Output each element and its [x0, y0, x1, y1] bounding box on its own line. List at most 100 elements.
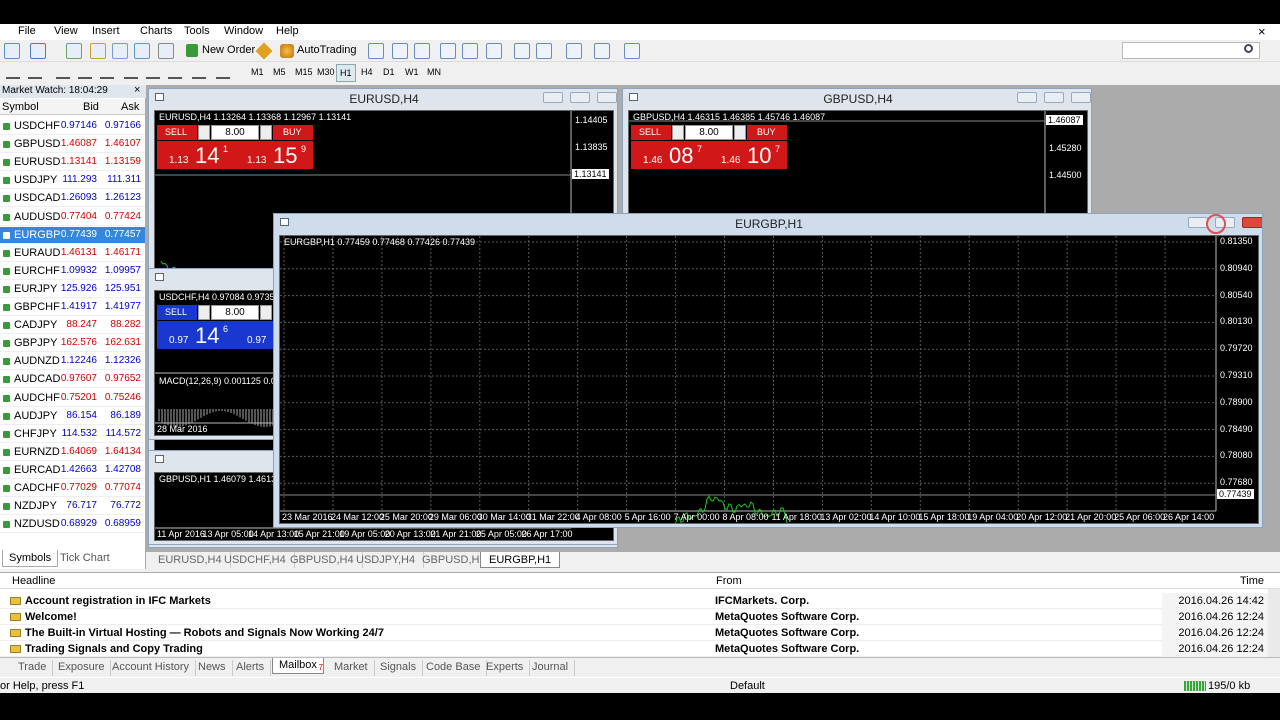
lot-arrow[interactable]	[260, 125, 272, 140]
timeframe-button[interactable]: MN	[427, 67, 441, 77]
toolbar-button[interactable]	[624, 43, 640, 59]
timeframe-button[interactable]: W1	[405, 67, 419, 77]
window-min-button[interactable]	[543, 92, 563, 103]
toolbar-button[interactable]	[368, 43, 384, 59]
market-row[interactable]: AUDUSD 0.77404 0.77424	[0, 209, 145, 226]
mail-row[interactable]: Account registration in IFC Markets IFCMa…	[0, 593, 1268, 609]
chart-tab[interactable]: GBPUSD,H4	[282, 552, 363, 568]
terminal-tab[interactable]: Signals	[374, 660, 424, 676]
bid-quote[interactable]: 1.46 08 7	[631, 141, 709, 169]
mail-row[interactable]: Trading Signals and Copy Trading MetaQuot…	[0, 641, 1268, 657]
window-max-button[interactable]	[570, 92, 590, 103]
terminal-tab[interactable]: Alerts	[230, 660, 272, 676]
toolbar-button[interactable]	[134, 43, 150, 59]
toolbar-button[interactable]	[192, 65, 206, 79]
toolbar-button[interactable]	[392, 43, 408, 59]
market-row[interactable]: CADJPY 88.247 88.282	[0, 317, 145, 335]
timeframe-button[interactable]: H4	[361, 67, 373, 77]
terminal-tab[interactable]: Code Base	[420, 660, 488, 676]
terminal-tab[interactable]: Exposure	[52, 660, 112, 676]
market-row[interactable]: USDCAD 1.26093 1.26123	[0, 190, 145, 208]
ask-quote[interactable]: 1.13 15 9	[235, 141, 313, 169]
timeframe-button[interactable]: M1	[251, 67, 264, 77]
toolbar-button[interactable]	[486, 43, 502, 59]
market-row[interactable]: EURCHF 1.09932 1.09957	[0, 263, 145, 280]
search-icon[interactable]	[1244, 44, 1253, 53]
timeframe-button[interactable]: M30	[317, 67, 335, 77]
toolbar-button[interactable]	[112, 43, 128, 59]
market-row[interactable]: AUDNZD 1.12246 1.12326	[0, 353, 145, 371]
window-min-button[interactable]	[1017, 92, 1037, 103]
terminal-tab[interactable]: Account History	[106, 660, 197, 676]
window-close[interactable]: ×	[1258, 24, 1266, 39]
market-row[interactable]: EURCAD 1.42663 1.42708	[0, 462, 145, 479]
toolbar-button[interactable]	[56, 65, 70, 79]
lot-arrow[interactable]	[198, 125, 210, 140]
autotrading-button[interactable]: AutoTrading	[297, 44, 357, 56]
terminal-tab[interactable]: News	[192, 660, 233, 676]
toolbar-button[interactable]	[124, 65, 138, 79]
menu-item[interactable]: File	[18, 25, 36, 37]
lot-size[interactable]: 8.00	[211, 305, 259, 320]
market-row[interactable]: EURNZD 1.64069 1.64134	[0, 444, 145, 461]
ask-quote[interactable]: 1.46 10 7	[709, 141, 787, 169]
timeframe-button[interactable]: D1	[383, 67, 395, 77]
menu-item[interactable]: View	[54, 25, 78, 37]
chart-tab[interactable]: EURUSD,H4	[150, 552, 231, 568]
toolbar-button[interactable]	[6, 65, 20, 79]
toolbar-button[interactable]	[4, 43, 20, 59]
market-row[interactable]: GBPCHF 1.41917 1.41977	[0, 299, 145, 316]
menu-item[interactable]: Window	[224, 25, 264, 37]
terminal-tab[interactable]: Journal	[526, 660, 576, 676]
terminal-tab[interactable]: Market	[328, 660, 375, 676]
timeframe-button[interactable]: H1	[336, 64, 356, 82]
terminal-tab[interactable]: Experts	[480, 660, 531, 676]
bid-quote[interactable]: 1.13 14 1	[157, 141, 235, 169]
market-row[interactable]: USDJPY 111.293 111.311	[0, 172, 145, 190]
bid-quote[interactable]: 0.97 14 6	[157, 321, 235, 349]
lot-size[interactable]: 8.00	[685, 125, 733, 140]
timeframe-button[interactable]: M15	[295, 67, 313, 77]
toolbar-button[interactable]	[536, 43, 552, 59]
toolbar-button[interactable]	[594, 43, 610, 59]
toolbar-button[interactable]	[28, 65, 42, 79]
window-min-button[interactable]	[1188, 217, 1208, 228]
window-close-button[interactable]	[597, 92, 617, 103]
toolbar-button[interactable]	[146, 65, 160, 79]
sell-button[interactable]: SELL	[157, 305, 197, 320]
panel-tab[interactable]: Tick Chart	[60, 552, 110, 564]
autotrading-icon[interactable]	[280, 44, 294, 58]
panel-tab[interactable]: Symbols	[2, 550, 59, 567]
buy-button[interactable]: BUY	[747, 125, 787, 140]
lot-arrow[interactable]	[260, 305, 272, 320]
lot-arrow[interactable]	[198, 305, 210, 320]
toolbar-button[interactable]	[414, 43, 430, 59]
buy-button[interactable]: BUY	[273, 125, 313, 140]
menu-item[interactable]: Charts	[140, 25, 173, 37]
window-close-button[interactable]	[1071, 92, 1091, 103]
toolbar-button[interactable]	[78, 65, 92, 79]
new-order-icon[interactable]	[186, 44, 198, 57]
market-row[interactable]: GBPJPY 162.576 162.631	[0, 335, 145, 353]
market-row[interactable]: NZDJPY 76.717 76.772	[0, 498, 145, 516]
toolbar-button[interactable]	[158, 43, 174, 59]
market-row[interactable]: EURJPY 125.926 125.951	[0, 281, 145, 298]
market-row[interactable]: EURAUD 1.46131 1.46171	[0, 245, 145, 262]
close-button[interactable]: ×	[134, 84, 141, 96]
market-row[interactable]: AUDCHF 0.75201 0.75246	[0, 390, 145, 407]
market-row[interactable]: AUDCAD 0.97607 0.97652	[0, 371, 145, 389]
menu-item[interactable]: Insert	[92, 25, 120, 37]
mail-row[interactable]: Welcome! MetaQuotes Software Corp. 2016.04…	[0, 609, 1268, 625]
toolbar-button[interactable]	[168, 65, 182, 79]
terminal-tab[interactable]: Mailbox 7	[272, 658, 324, 674]
lot-arrow[interactable]	[672, 125, 684, 140]
toolbar-button[interactable]	[566, 43, 582, 59]
chart-tab[interactable]: EURGBP,H1	[480, 552, 561, 568]
chart-tab[interactable]: USDCHF,H4	[216, 552, 295, 568]
mail-row[interactable]: The Built-in Virtual Hosting — Robots an…	[0, 625, 1268, 641]
lot-arrow[interactable]	[734, 125, 746, 140]
toolbar-button[interactable]	[30, 43, 46, 59]
menu-item[interactable]: Tools	[184, 25, 210, 37]
market-row[interactable]: GBPUSD 1.46087 1.46107	[0, 136, 145, 154]
terminal-tab[interactable]: Trade	[12, 660, 54, 676]
